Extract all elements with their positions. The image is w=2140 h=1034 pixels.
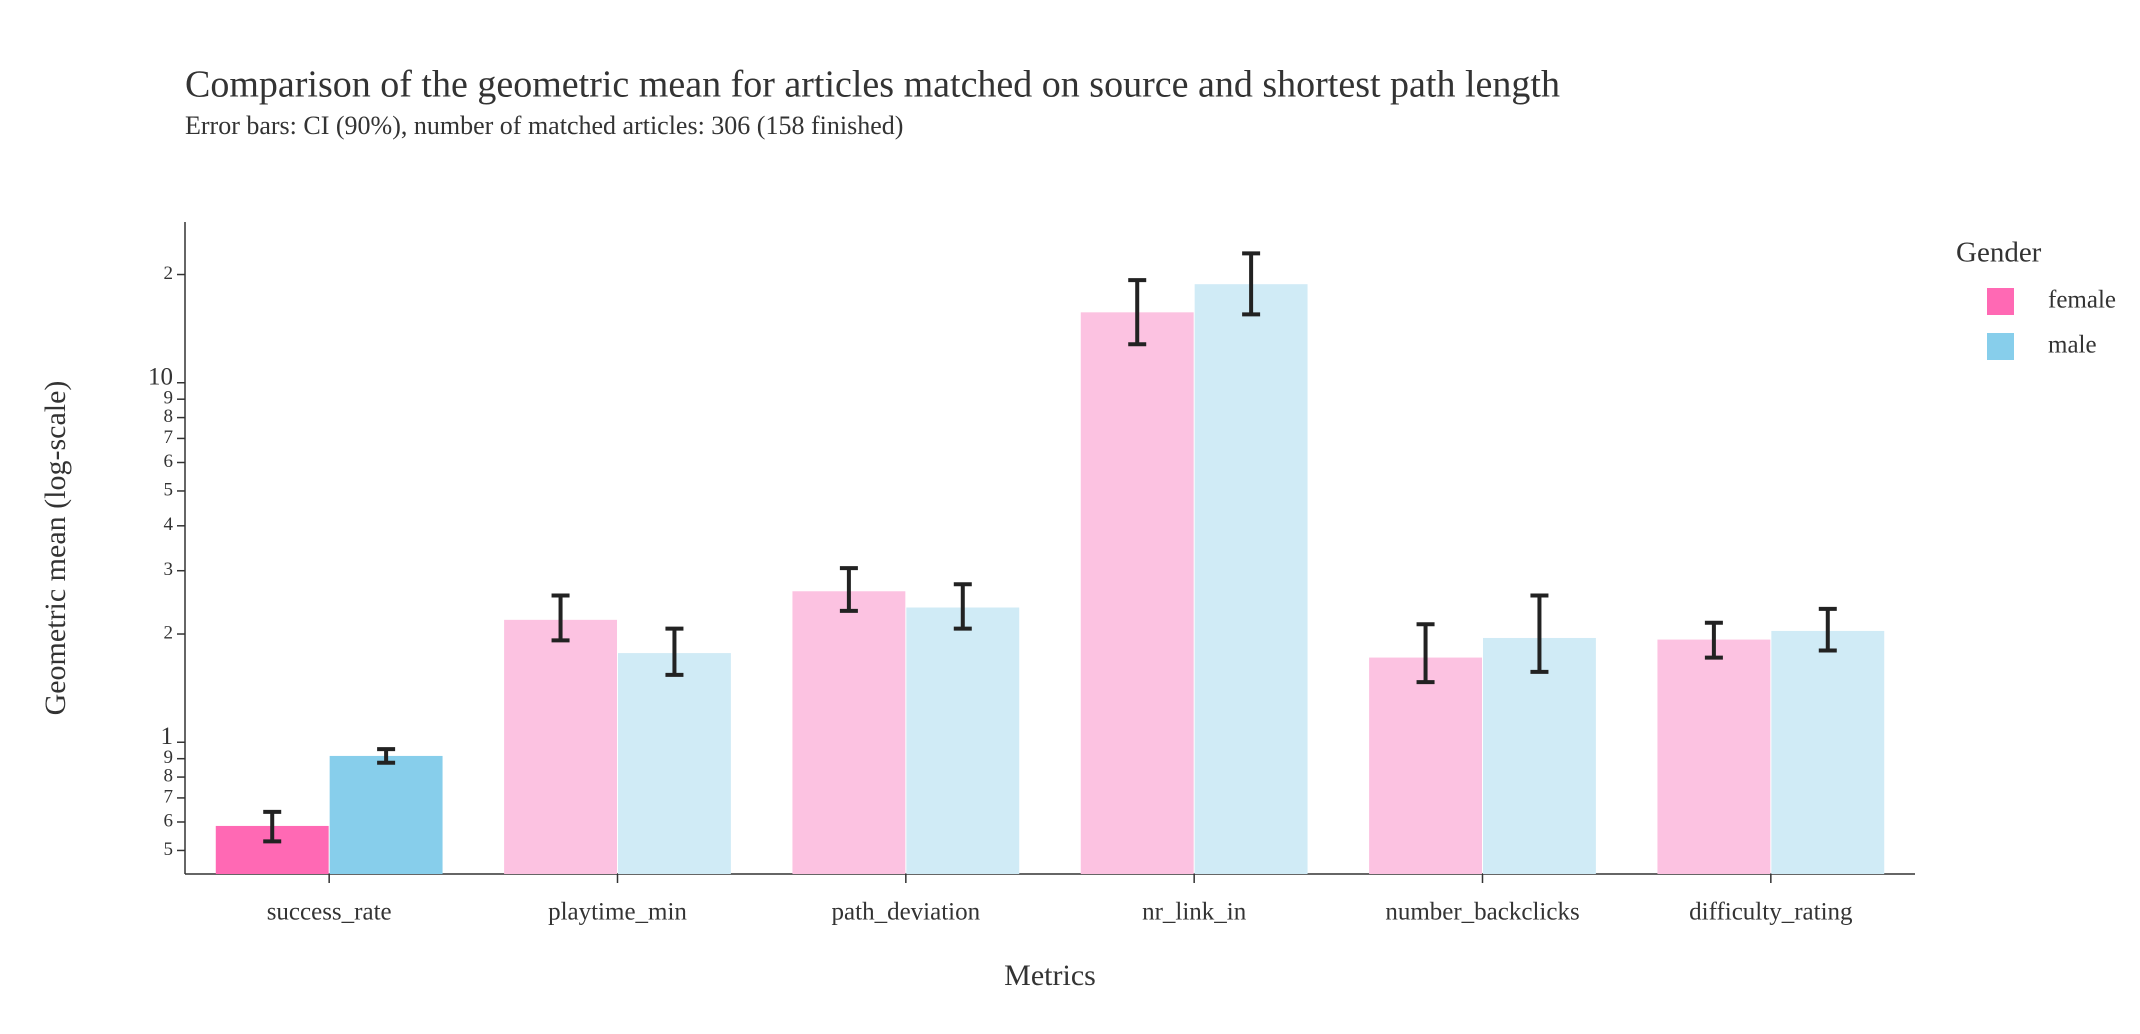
bar [1657,639,1771,874]
x-axis-title: Metrics [1004,959,1096,992]
error-bar [665,626,684,677]
bar [1369,657,1482,874]
y-tick-label: 6 [164,810,174,831]
error-bar [1416,622,1435,685]
error-bar [377,747,396,765]
chart-subtitle: Error bars: CI (90%), number of matched … [185,111,903,140]
x-tick-label: difficulty_rating [1689,899,1853,926]
y-tick-label: 10 [148,363,173,390]
y-tick-label: 2 [164,622,174,643]
chart-title: Comparison of the geometric mean for art… [185,64,1560,106]
legend-title: Gender [1956,237,2042,269]
y-tick-label: 4 [164,514,174,535]
bar [1194,284,1308,874]
bar [1771,630,1885,874]
y-tick-label: 5 [164,839,174,860]
error-bar [263,809,282,844]
x-tick-label: number_backclicks [1385,899,1579,926]
bar [1483,637,1596,874]
error-bar [1530,593,1549,674]
y-tick-label: 7 [164,427,174,448]
bar [504,619,617,874]
y-tick-label: 8 [164,765,174,786]
error-bar [1242,251,1261,317]
bar [329,755,443,874]
y-tick-label: 3 [164,559,174,580]
y-tick-label: 7 [164,786,174,807]
error-bar [839,566,858,613]
error-bar [1818,606,1837,653]
bar [618,653,731,874]
y-tick-label: 8 [164,406,174,427]
legend-label: female [2048,287,2116,314]
y-tick-label: 2 [164,263,174,284]
bar [1080,312,1194,874]
error-bar [953,582,972,631]
bar [792,591,906,874]
bar [906,607,1020,874]
legend-swatch [1987,288,2014,315]
y-axis-title: Geometric mean (log-scale) [39,381,72,716]
error-bar [1704,620,1723,660]
legend-label: male [2048,332,2097,359]
y-tick-label: 6 [164,451,174,472]
error-bar [1128,278,1147,347]
y-tick-label: 9 [164,388,174,409]
y-tick-label: 5 [164,479,174,500]
legend-swatch [1987,333,2014,360]
x-tick-label: nr_link_in [1142,899,1247,926]
y-tick-label: 1 [161,723,174,750]
x-tick-label: playtime_min [548,899,687,926]
x-tick-label: success_rate [267,899,392,926]
error-bar [551,593,570,643]
x-tick-label: path_deviation [832,899,981,926]
y-tick-label: 9 [164,747,174,768]
